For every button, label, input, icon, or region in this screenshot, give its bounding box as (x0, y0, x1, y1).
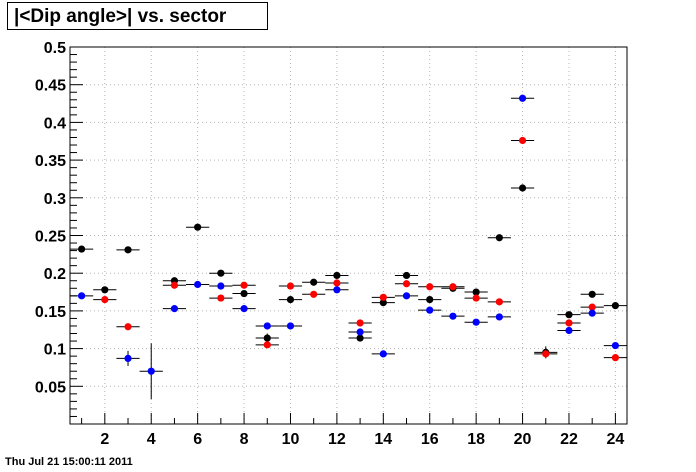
data-point (147, 367, 155, 375)
x-tick-label: 4 (147, 431, 156, 448)
data-point (588, 309, 596, 317)
data-point (194, 280, 202, 289)
data-series (70, 94, 627, 400)
data-point (588, 303, 596, 311)
data-point (333, 279, 341, 287)
data-point (495, 234, 503, 242)
data-point (240, 305, 248, 313)
data-point (379, 293, 387, 301)
data-point (217, 282, 225, 290)
data-point (310, 290, 318, 298)
axes: 2 4 6 8 10 12 14 16 18 20 22 240.050.10.150.20.250.… (35, 40, 625, 448)
x-tick-label: 24 (606, 431, 624, 448)
data-point (217, 294, 225, 302)
x-tick-label: 14 (374, 431, 392, 448)
data-point (101, 286, 109, 294)
data-point (240, 289, 248, 298)
y-tick-label: 0.3 (44, 191, 66, 208)
data-point (518, 136, 527, 145)
data-point (194, 223, 202, 231)
data-point (611, 341, 619, 350)
data-point (449, 312, 457, 320)
data-point (78, 245, 86, 253)
data-point (310, 278, 318, 286)
series-group (93, 136, 627, 362)
data-point (495, 313, 503, 321)
y-tick-label: 0.45 (35, 78, 66, 95)
data-point (333, 286, 341, 294)
data-point (240, 281, 248, 289)
y-tick-label: 0.15 (35, 304, 66, 321)
data-point (495, 298, 503, 306)
x-tick-label: 8 (240, 431, 249, 448)
data-point (286, 295, 295, 304)
data-point (124, 354, 132, 363)
y-tick-label: 0.35 (35, 153, 66, 170)
data-point (217, 269, 225, 277)
data-point (402, 292, 411, 300)
data-point (379, 299, 387, 307)
data-point (565, 311, 573, 319)
y-tick-label: 0.4 (44, 115, 66, 132)
x-tick-label: 22 (560, 431, 578, 448)
chart-title: |<Dip angle>| vs. sector (7, 2, 268, 30)
data-point (449, 283, 457, 291)
data-point (124, 246, 132, 254)
y-tick-label: 0.05 (35, 379, 66, 396)
data-point (588, 290, 596, 298)
data-point (426, 283, 434, 291)
data-point (611, 354, 619, 362)
x-tick-label: 18 (467, 431, 485, 448)
data-point (263, 334, 271, 342)
data-point (402, 280, 411, 288)
data-point (611, 302, 619, 310)
data-point (402, 271, 411, 280)
grid-lines (70, 47, 627, 424)
data-point (426, 295, 434, 304)
data-point (101, 295, 109, 304)
data-point (542, 350, 550, 358)
data-point (472, 288, 480, 296)
data-point (356, 319, 364, 327)
x-tick-label: 2 (100, 431, 109, 448)
x-tick-label: 16 (421, 431, 439, 448)
data-point (356, 328, 364, 336)
x-tick-label: 6 (193, 431, 202, 448)
y-tick-label: 0.5 (44, 40, 66, 57)
data-point (170, 281, 179, 289)
data-point (518, 94, 527, 102)
data-point (78, 292, 86, 300)
y-tick-label: 0.25 (35, 229, 66, 246)
y-tick-label: 0.1 (44, 342, 66, 359)
data-point (565, 319, 573, 327)
x-tick-label: 10 (282, 431, 300, 448)
data-point (263, 341, 271, 349)
data-point (124, 323, 132, 331)
data-point (565, 326, 573, 335)
series-group (70, 184, 627, 359)
x-tick-label: 12 (328, 431, 346, 448)
timestamp: Thu Jul 21 15:00:11 2011 (5, 456, 133, 468)
data-point (518, 184, 527, 192)
data-point (170, 305, 179, 313)
data-point (286, 322, 295, 330)
data-point (379, 350, 387, 358)
data-point (263, 322, 271, 330)
series-group (70, 94, 627, 400)
data-point (472, 318, 480, 326)
data-point (472, 294, 480, 302)
data-point (426, 306, 434, 314)
plot-frame (69, 46, 628, 425)
y-tick-label: 0.2 (44, 266, 66, 283)
data-point (286, 282, 295, 290)
data-point (333, 271, 341, 280)
data-point (356, 334, 364, 342)
x-tick-label: 20 (514, 431, 532, 448)
